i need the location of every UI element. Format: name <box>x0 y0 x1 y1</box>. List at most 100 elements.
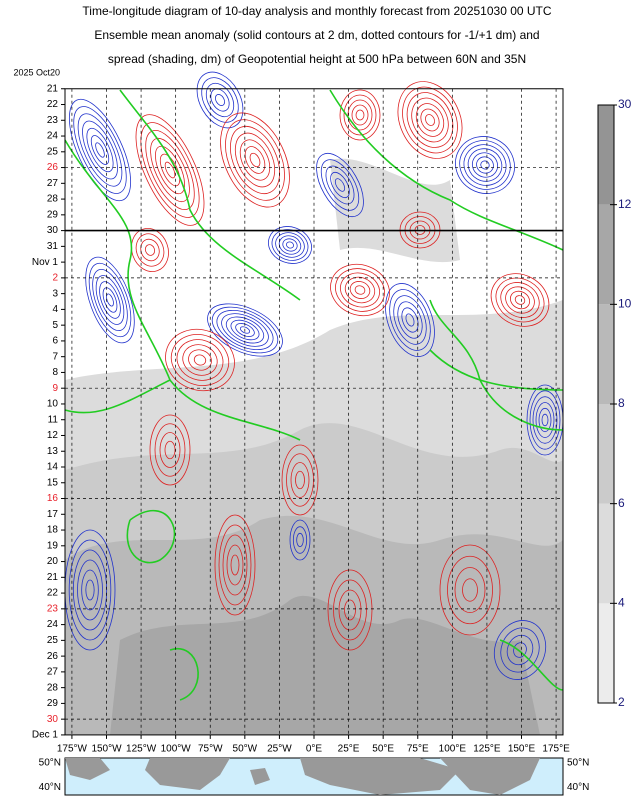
anomaly-contour <box>176 339 224 381</box>
y-tick-label: 11 <box>48 414 59 425</box>
y-tick-label: 19 <box>47 540 59 551</box>
anomaly-contour <box>459 140 511 190</box>
y-tick-label: 25 <box>47 146 59 157</box>
anomaly-contour <box>149 414 191 486</box>
colorbar-tick-label: 10 <box>618 297 632 311</box>
colorbar-tick-label: 30 <box>618 97 632 111</box>
y-tick-label: 16 <box>47 493 59 504</box>
zero-contour <box>429 349 564 391</box>
anomaly-contour <box>415 103 445 137</box>
anomaly-contour <box>411 97 449 143</box>
anomaly-contour <box>286 241 294 249</box>
anomaly-contour <box>239 326 251 334</box>
anomaly-contour <box>81 569 99 611</box>
anomaly-field <box>64 71 564 735</box>
anomaly-contour <box>506 634 534 666</box>
anomaly-contour <box>218 524 252 606</box>
anomaly-contour <box>211 306 279 354</box>
y-tick-label: 15 <box>47 477 59 488</box>
anomaly-contour <box>535 402 555 438</box>
y-tick-label: 25 <box>47 635 59 646</box>
anomaly-contour <box>220 112 290 208</box>
colorbar-tick-label: 8 <box>618 396 625 410</box>
y-tick-label: 2 <box>52 273 58 284</box>
anomaly-contour <box>514 295 526 305</box>
y-tick-label: 12 <box>47 430 59 441</box>
anomaly-contour <box>86 127 114 173</box>
colorbar-segment <box>598 603 614 703</box>
anomaly-contour <box>88 262 132 338</box>
anomaly-contour <box>500 627 540 673</box>
y-tick-label: 8 <box>52 367 58 378</box>
x-tick-label: 150°W <box>91 744 122 755</box>
map-lat-label: 50°N <box>39 758 61 769</box>
anomaly-contour <box>188 349 212 371</box>
y-tick-label: 31 <box>47 241 59 252</box>
x-tick-label: 50°W <box>233 744 258 755</box>
anomaly-contour <box>102 287 118 313</box>
map-lat-label: 50°N <box>567 758 589 769</box>
y-tick-label: 28 <box>47 194 59 205</box>
anomaly-contour <box>165 328 235 392</box>
anomaly-contour <box>154 423 186 477</box>
zero-contour <box>169 647 199 701</box>
anomaly-contour <box>393 295 427 345</box>
anomaly-contour <box>164 161 176 179</box>
title-line: Ensemble mean anomaly (solid contours at… <box>94 28 539 42</box>
anomaly-contour <box>216 309 274 351</box>
x-tick-label: 50°E <box>372 744 394 755</box>
y-tick-label: 18 <box>47 525 59 536</box>
colorbar-tick-label: 4 <box>618 596 625 610</box>
anomaly-contour <box>325 165 355 205</box>
anomaly-contour <box>170 334 230 386</box>
anomaly-contour <box>222 534 248 596</box>
anomaly-contour <box>72 549 108 631</box>
anomaly-contour <box>509 290 531 310</box>
map-land <box>145 758 230 790</box>
anomaly-contour <box>462 578 478 602</box>
x-tick-label: 150°E <box>508 744 536 755</box>
anomaly-contour <box>333 579 367 641</box>
anomaly-contour <box>225 119 285 201</box>
colorbar-segment <box>598 105 614 205</box>
anomaly-contour <box>221 313 269 347</box>
y-tick-label: 6 <box>52 336 58 347</box>
anomaly-contour <box>355 109 365 121</box>
anomaly-contour <box>92 269 128 331</box>
anomaly-contour <box>230 125 280 195</box>
anomaly-contour <box>397 81 463 159</box>
anomaly-contour <box>495 277 545 323</box>
anomaly-contour <box>439 544 501 636</box>
anomaly-contour <box>215 94 225 106</box>
anomaly-contour <box>420 108 440 132</box>
anomaly-contour <box>296 532 304 548</box>
y-tick-label: 10 <box>47 399 59 410</box>
anomaly-contour <box>235 323 255 337</box>
x-tick-label: 125°E <box>473 744 501 755</box>
x-tick-label: 25°W <box>267 744 292 755</box>
anomaly-contour <box>490 273 550 327</box>
anomaly-contour <box>77 559 103 621</box>
anomaly-contour <box>344 276 376 304</box>
title-line: Time-longitude diagram of 10-day analysi… <box>82 4 551 18</box>
colorbar-segment <box>598 503 614 604</box>
x-tick-label: 100°W <box>161 744 192 755</box>
anomaly-contour <box>334 178 346 192</box>
colorbar-segment <box>598 204 614 305</box>
y-tick-label: 30 <box>47 714 59 725</box>
colorbar-tick-label: 12 <box>618 197 632 211</box>
anomaly-contour <box>77 113 123 187</box>
y-tick-label: 4 <box>52 304 58 315</box>
y-tick-label: 23 <box>47 603 59 614</box>
anomaly-contour <box>159 432 181 468</box>
anomaly-contour <box>401 307 419 333</box>
zero-contour <box>126 509 176 564</box>
anomaly-contour <box>529 390 561 450</box>
anomaly-contour <box>95 275 125 325</box>
anomaly-contour <box>193 354 207 366</box>
anomaly-contour <box>320 159 360 211</box>
anomaly-contour <box>292 526 308 554</box>
x-tick-label: 100°E <box>439 744 467 755</box>
colorbar-tick-label: 6 <box>618 496 625 510</box>
